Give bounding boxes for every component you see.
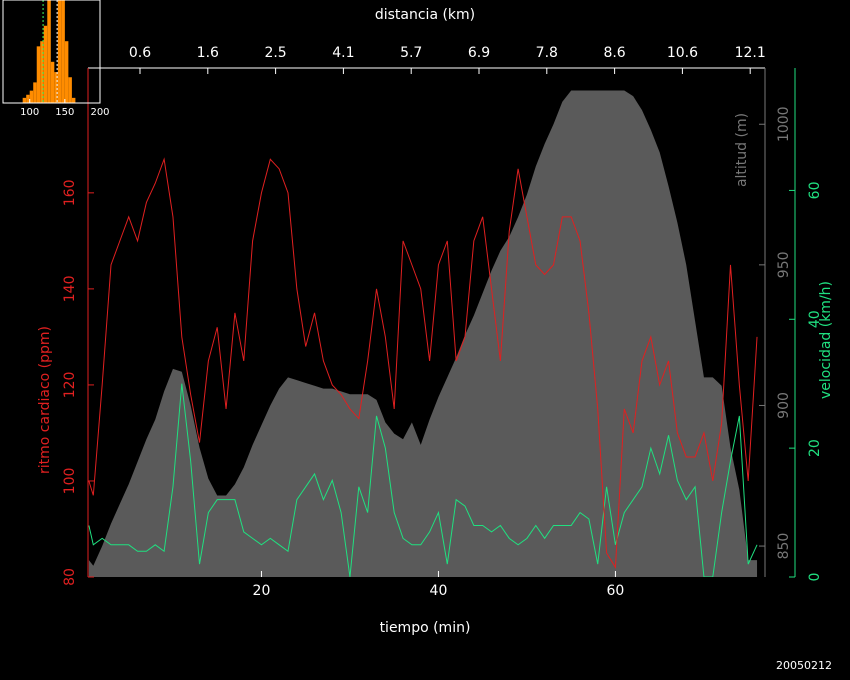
inset-tick-label: 100 bbox=[20, 107, 39, 118]
top-tick-label: 5.7 bbox=[400, 45, 422, 61]
y-tick-label: 20 bbox=[807, 439, 823, 457]
inset-frame bbox=[2, 0, 101, 104]
top-tick-label: 10.6 bbox=[667, 45, 698, 61]
top-axis-label: distancia (km) bbox=[375, 7, 475, 23]
histogram-bar bbox=[68, 77, 72, 103]
histogram-bar bbox=[26, 94, 30, 103]
histogram-bar bbox=[61, 0, 65, 103]
y-tick-label: 100 bbox=[62, 468, 78, 495]
y-tick-label: 140 bbox=[62, 276, 78, 303]
x-tick-label: 60 bbox=[607, 583, 625, 599]
y-tick-label: 1000 bbox=[776, 106, 792, 142]
histogram-bar bbox=[36, 46, 41, 103]
histogram-bar bbox=[29, 90, 34, 103]
y-tick-label: 80 bbox=[62, 568, 78, 586]
histogram-bar bbox=[64, 41, 69, 103]
x-axis-label: tiempo (min) bbox=[380, 620, 471, 636]
y-axis-label: ritmo cardiaco (ppm) bbox=[37, 326, 53, 474]
footer: 20050212 bbox=[776, 659, 832, 672]
histogram-bar bbox=[50, 61, 55, 103]
series-line bbox=[88, 157, 758, 570]
top-tick-label: 4.1 bbox=[332, 45, 354, 61]
plot-area bbox=[88, 90, 758, 577]
inset-tick-label: 200 bbox=[90, 107, 109, 118]
histogram-bar bbox=[22, 97, 27, 103]
y2-axis-label: altitud (m) bbox=[734, 113, 750, 187]
altitude-area bbox=[88, 90, 758, 577]
histogram-bar bbox=[57, 0, 62, 103]
y-tick-label: 850 bbox=[776, 533, 792, 560]
top-tick-label: 2.5 bbox=[264, 45, 286, 61]
top-tick-label: 7.8 bbox=[536, 45, 558, 61]
histogram-bar bbox=[54, 72, 58, 103]
y3-axis-label: velocidad (km/h) bbox=[818, 281, 834, 399]
x-tick-label: 40 bbox=[430, 583, 448, 599]
y-tick-label: 0 bbox=[807, 573, 823, 582]
y-tick-label: 160 bbox=[62, 179, 78, 206]
histogram-bar bbox=[40, 41, 44, 103]
y-tick-label: 120 bbox=[62, 372, 78, 399]
top-tick-label: 1.6 bbox=[197, 45, 219, 61]
histogram-bar bbox=[47, 0, 51, 103]
y-tick-label: 40 bbox=[807, 310, 823, 328]
histogram-bar bbox=[33, 82, 37, 103]
histogram-bar bbox=[43, 25, 48, 103]
series-line bbox=[88, 383, 758, 577]
y-tick-label: 60 bbox=[807, 182, 823, 200]
y-tick-label: 950 bbox=[776, 251, 792, 278]
inset bbox=[3, 0, 100, 103]
histogram-bar bbox=[71, 97, 76, 103]
top-tick-label: 6.9 bbox=[468, 45, 490, 61]
y-tick-label: 900 bbox=[776, 392, 792, 419]
x-tick-label: 20 bbox=[253, 583, 271, 599]
top-tick-label: 12.1 bbox=[735, 45, 766, 61]
top-tick-label: 0.6 bbox=[129, 45, 151, 61]
top-tick-label: 8.6 bbox=[603, 45, 625, 61]
inset-tick-label: 150 bbox=[55, 107, 74, 118]
